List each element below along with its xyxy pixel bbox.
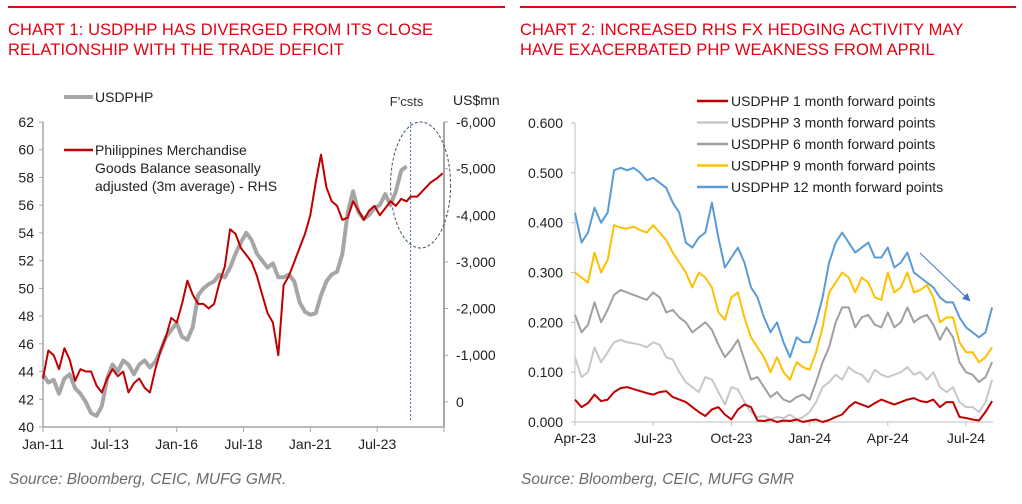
chart1-title: CHART 1: USDPHP HAS DIVERGED FROM ITS CL… bbox=[8, 21, 434, 59]
chart1-x-tick-label: Jan-21 bbox=[289, 436, 332, 452]
chart1-legend-label-usdphp: USDPHP bbox=[95, 89, 153, 105]
chart1-legend-label-line: Philippines Merchandise bbox=[95, 142, 247, 158]
chart2-title: CHART 2: INCREASED RHS FX HEDGING ACTIVI… bbox=[520, 21, 964, 59]
chart1-left-tick-label: 62 bbox=[18, 114, 34, 130]
chart1-forecast-label: F'csts bbox=[390, 94, 424, 109]
chart1-left-tick-label: 42 bbox=[18, 391, 34, 407]
chart1-x-tick-label: Jan-16 bbox=[155, 436, 198, 452]
chart1-left-tick-label: 50 bbox=[18, 280, 34, 296]
chart1-series-usdphp bbox=[41, 164, 408, 418]
chart1-left-tick-label: 44 bbox=[18, 364, 34, 380]
chart1-legend: USDPHP Philippines Merchandise Goods Balan… bbox=[64, 89, 277, 194]
chart2-source: Source: Bloomberg, CEIC, MUFG GMR bbox=[521, 471, 795, 488]
chart1-left-tick-label: 46 bbox=[18, 336, 34, 352]
chart1-annotations: F'csts bbox=[390, 94, 452, 421]
chart1-left-tick-label: 40 bbox=[18, 419, 34, 435]
chart1-right-tick-label: -3,000 bbox=[456, 254, 496, 270]
chart1-right-tick-label: -5,000 bbox=[456, 161, 496, 177]
chart1-left-tick-label: 52 bbox=[18, 253, 34, 269]
chart1-x-tick-label: Jul-13 bbox=[91, 436, 129, 452]
chart1-x-tick-label: Jul-23 bbox=[358, 436, 396, 452]
chart1-left-tick-label: 58 bbox=[18, 169, 34, 185]
chart1-right-tick-label: -6,000 bbox=[456, 114, 496, 130]
chart1-right-tick-label: -2,000 bbox=[456, 301, 496, 317]
chart1-legend-label-trade-balance: Philippines Merchandise Goods Balance sea… bbox=[95, 142, 277, 194]
chart1-x-tick-label: Jul-18 bbox=[224, 436, 262, 452]
chart1-highlight-ellipse bbox=[390, 121, 452, 249]
chart1-right-tick-label: -4,000 bbox=[456, 207, 496, 223]
chart1-series bbox=[41, 153, 444, 418]
chart2-title-rule bbox=[520, 6, 1016, 8]
chart1-source: Source: Bloomberg, CEIC, MUFG GMR. bbox=[9, 471, 287, 488]
chart1-legend-label-line: Goods Balance seasonally bbox=[95, 160, 261, 176]
chart1-right-axis-unit: US$mn bbox=[453, 92, 500, 108]
chart1-left-tick-label: 54 bbox=[18, 225, 34, 241]
chart1-left-tick-label: 60 bbox=[18, 142, 34, 158]
chart1-right-tick-label: 0 bbox=[456, 394, 464, 410]
chart1-right-tick-label: -1,000 bbox=[456, 347, 496, 363]
chart1-x-tick-label: Jan-11 bbox=[22, 436, 64, 452]
chart1-left-tick-label: 48 bbox=[18, 308, 34, 324]
chart1-left-tick-label: 56 bbox=[18, 197, 34, 213]
chart1-title-rule bbox=[8, 6, 505, 8]
chart1-series-trade-balance bbox=[42, 153, 444, 394]
chart1-axes: 40 42 44 46 48 50 52 54 56 58 60 62 0 -1,000 -2,000 -3,… bbox=[18, 92, 499, 452]
chart1-legend-label-line: adjusted (3m average) - RHS bbox=[95, 178, 277, 194]
